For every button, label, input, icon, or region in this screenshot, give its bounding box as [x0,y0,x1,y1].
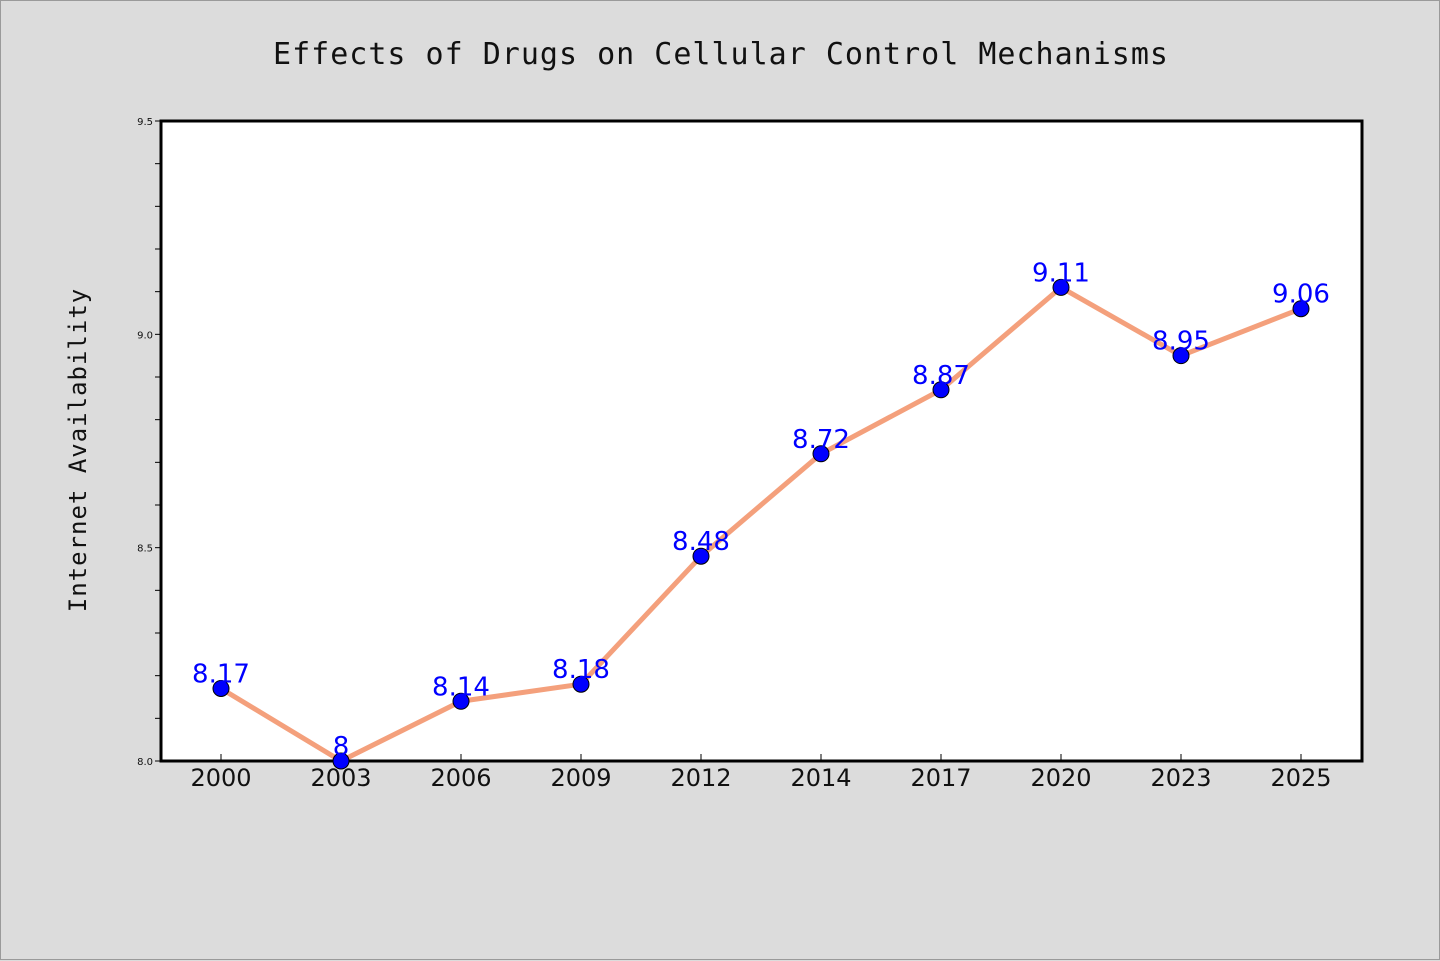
data-label: 8.72 [792,425,850,455]
y-axis-label: Internet Availability [64,288,92,612]
x-tick-label: 2006 [430,764,491,792]
x-tick-label: 2023 [1150,764,1211,792]
y-tick-label: 8.5 [137,544,153,555]
data-point-marker [932,381,950,399]
data-point-marker [1172,347,1190,365]
plot-area [159,119,1364,763]
chart-title: Effects of Drugs on Cellular Control Mec… [273,37,1169,72]
data-point-marker [812,445,830,463]
x-tick-label: 2014 [790,764,851,792]
data-point-marker [1292,300,1310,318]
x-tick-label: 2017 [910,764,971,792]
x-axis-ticks: 2000 2003 2006 2009 2012 2014 2017 2020 2023 2025 [190,754,1332,792]
data-label: 9.11 [1032,258,1090,288]
x-tick-label: 2012 [670,764,731,792]
data-point-marker [1052,278,1070,296]
data-label: 8 [333,732,350,762]
x-tick-label: 2025 [1270,764,1331,792]
data-label: 8.18 [552,655,610,685]
data-markers [212,278,1310,770]
data-point-marker [452,692,470,710]
data-labels: 8.17 8 8.14 8.18 8.48 8.72 8.87 9.11 8.95 9.06 [192,258,1330,762]
y-tick-label: 8.0 [137,757,153,768]
data-label: 8.14 [432,672,490,702]
x-tick-label: 2009 [550,764,611,792]
data-label: 8.17 [192,659,250,689]
x-tick-label: 2000 [190,764,251,792]
data-point-marker [212,679,230,697]
x-tick-label: 2020 [1030,764,1091,792]
data-point-marker [332,752,350,770]
data-label: 9.06 [1272,280,1330,310]
y-tick-label: 9.5 [137,117,153,128]
series-polyline [218,284,1304,764]
data-point-marker [572,675,590,693]
series-line [218,284,1304,764]
data-label: 8.95 [1152,327,1210,357]
y-axis-ticks: 8.0 8.5 9.0 9.5 [137,117,161,768]
data-label: 8.48 [672,527,730,557]
data-label: 8.87 [912,361,970,391]
data-point-marker [692,547,710,565]
y-tick-label: 9.0 [137,330,153,341]
